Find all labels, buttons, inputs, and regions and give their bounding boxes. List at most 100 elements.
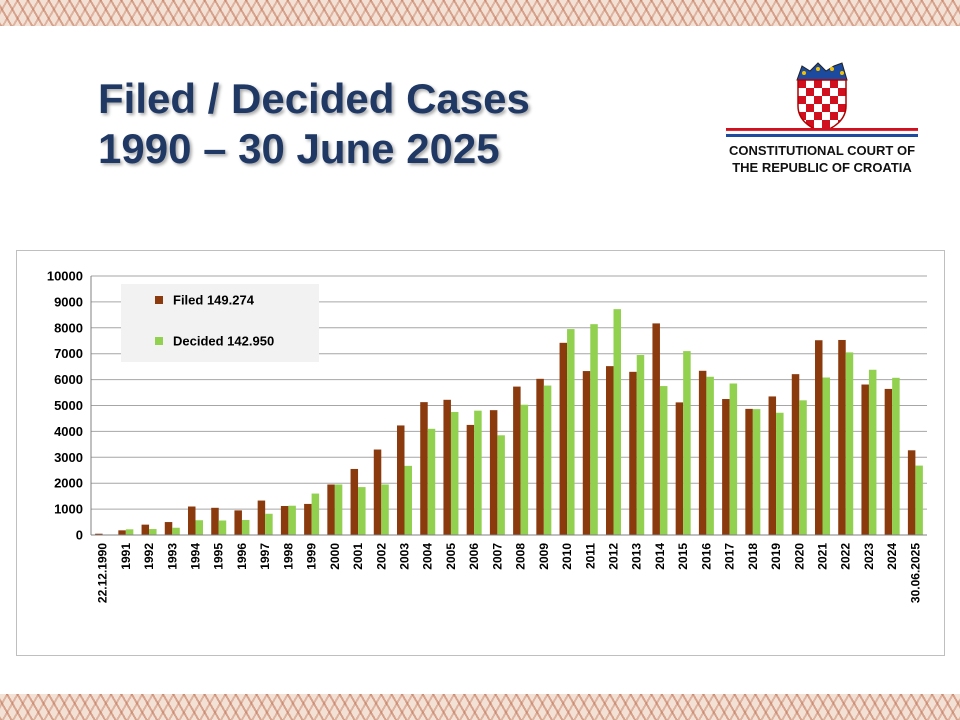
bars bbox=[95, 309, 923, 535]
slide-title: Filed / Decided Cases 1990 – 30 June 202… bbox=[98, 74, 530, 174]
x-tick-label: 2017 bbox=[723, 543, 737, 570]
decided-bar-1997 bbox=[265, 513, 273, 535]
y-tick-label: 9000 bbox=[54, 294, 83, 309]
filed-bar-2021 bbox=[815, 340, 823, 535]
filed-bar-2008 bbox=[513, 386, 521, 535]
y-tick-label: 0 bbox=[76, 528, 83, 543]
filed-bar-1992 bbox=[141, 524, 150, 535]
decided-bar-1999 bbox=[311, 493, 320, 535]
filed-bar-2000 bbox=[327, 484, 335, 535]
y-tick-label: 10000 bbox=[47, 269, 83, 284]
filed-bar-2017 bbox=[722, 399, 730, 535]
decided-bar-2006 bbox=[474, 410, 482, 535]
filed-bar-2004 bbox=[420, 402, 428, 535]
x-tick-label: 2022 bbox=[839, 543, 853, 570]
decided-bar-1995 bbox=[218, 520, 227, 535]
x-tick-label: 2019 bbox=[769, 543, 783, 570]
x-tick-label: 2007 bbox=[490, 543, 504, 570]
filed-bar-2015 bbox=[675, 402, 684, 535]
decided-bar-2005 bbox=[450, 411, 459, 535]
x-tick-label: 2004 bbox=[421, 543, 435, 570]
x-tick-label: 2013 bbox=[630, 543, 644, 570]
x-tick-label: 2024 bbox=[885, 543, 899, 570]
y-axis-tick-labels: 0 1000 2000 3000 4000 5000 6000 7000 8000 9000 100… bbox=[47, 269, 83, 543]
filed-bar-1991 bbox=[118, 530, 126, 535]
filed-bar-2009 bbox=[536, 378, 544, 535]
decided-bar-2012 bbox=[613, 309, 621, 535]
decided-bar-2017 bbox=[729, 383, 738, 535]
decided-bar-2000 bbox=[334, 484, 343, 535]
filed-bar-30.06.2025 bbox=[907, 450, 916, 535]
filed-bar-2006 bbox=[466, 424, 475, 535]
x-tick-label: 2003 bbox=[398, 543, 412, 570]
legend: Filed 149.274 Decided 142.950 bbox=[121, 284, 319, 362]
decided-bar-2016 bbox=[706, 376, 714, 535]
x-tick-label: 2016 bbox=[699, 543, 713, 570]
decided-bar-2001 bbox=[358, 487, 366, 535]
decided-bar-2011 bbox=[590, 324, 598, 535]
filed-bar-2011 bbox=[582, 371, 591, 535]
x-axis-tick-labels: 22.12.1990 1991 1992 1993 1994 1995 1996 1997 19… bbox=[96, 543, 923, 603]
decided-bar-2002 bbox=[381, 484, 389, 535]
y-tick-label: 7000 bbox=[54, 346, 83, 361]
x-tick-label: 2000 bbox=[328, 543, 342, 570]
decided-bar-2010 bbox=[567, 329, 575, 535]
filed-bar-2022 bbox=[838, 339, 846, 535]
x-tick-label: 2020 bbox=[792, 543, 806, 570]
axes bbox=[90, 276, 927, 536]
filed-bar-2020 bbox=[791, 374, 800, 535]
filed-bar-1995 bbox=[211, 507, 219, 535]
x-tick-label: 1994 bbox=[189, 543, 203, 570]
x-tick-label: 2001 bbox=[351, 543, 365, 570]
decided-bar-2015 bbox=[683, 351, 691, 535]
decided-bar-1992 bbox=[149, 529, 157, 535]
decided-bar-2019 bbox=[776, 412, 784, 535]
x-tick-label: 1992 bbox=[142, 543, 156, 570]
decided-bar-2021 bbox=[822, 377, 830, 535]
decided-bar-1991 bbox=[125, 529, 134, 535]
legend-box bbox=[121, 284, 319, 362]
slide-title-line1: Filed / Decided Cases bbox=[98, 75, 530, 122]
y-tick-label: 8000 bbox=[54, 320, 83, 335]
filed-bar-2002 bbox=[373, 449, 382, 535]
legend-label: Decided 142.950 bbox=[173, 334, 274, 349]
filed-bar-1999 bbox=[304, 503, 312, 535]
filed-bar-22.12.1990 bbox=[95, 533, 103, 535]
filed-bar-2016 bbox=[698, 370, 707, 535]
decorative-bottom-border bbox=[0, 694, 960, 720]
filed-bar-2001 bbox=[350, 468, 359, 535]
decided-bar-2020 bbox=[799, 400, 807, 535]
filed-bar-2019 bbox=[768, 396, 777, 535]
filed-bar-1993 bbox=[164, 522, 173, 535]
filed-bar-2024 bbox=[884, 388, 893, 535]
filed-bar-2005 bbox=[443, 399, 451, 535]
filed-bar-2007 bbox=[489, 410, 498, 535]
decided-bar-2013 bbox=[636, 354, 645, 535]
court-name: CONSTITUTIONAL COURT OF THE REPUBLIC OF … bbox=[722, 142, 922, 176]
decided-bar-2007 bbox=[497, 435, 505, 535]
court-name-line2: THE REPUBLIC OF CROATIA bbox=[732, 160, 912, 175]
decided-bar-2004 bbox=[427, 428, 436, 535]
x-tick-label: 1995 bbox=[212, 543, 226, 570]
x-tick-label: 1997 bbox=[258, 543, 272, 570]
x-tick-label: 2009 bbox=[537, 543, 551, 570]
chart-frame: 0 1000 2000 3000 4000 5000 6000 7000 8000 9000 100… bbox=[16, 250, 945, 656]
decided-bar-30.06.2025 bbox=[915, 465, 923, 535]
filed-bar-2012 bbox=[606, 366, 614, 535]
y-tick-label: 5000 bbox=[54, 398, 83, 413]
x-tick-label: 2010 bbox=[560, 543, 574, 570]
x-tick-label: 30.06.2025 bbox=[908, 543, 922, 603]
x-tick-label: 2006 bbox=[467, 543, 481, 570]
legend-swatch bbox=[155, 337, 163, 345]
decided-bar-2023 bbox=[868, 369, 877, 535]
y-tick-label: 1000 bbox=[54, 502, 83, 517]
decided-bar-2018 bbox=[752, 409, 761, 535]
y-tick-label: 2000 bbox=[54, 476, 83, 491]
filed-bar-2003 bbox=[397, 425, 405, 535]
x-tick-label: 2014 bbox=[653, 543, 667, 570]
legend-swatch bbox=[155, 296, 163, 304]
decided-bar-2009 bbox=[543, 385, 552, 535]
x-tick-label: 2021 bbox=[816, 543, 830, 570]
filed-bar-2018 bbox=[745, 408, 753, 535]
decided-bar-2003 bbox=[404, 465, 412, 535]
